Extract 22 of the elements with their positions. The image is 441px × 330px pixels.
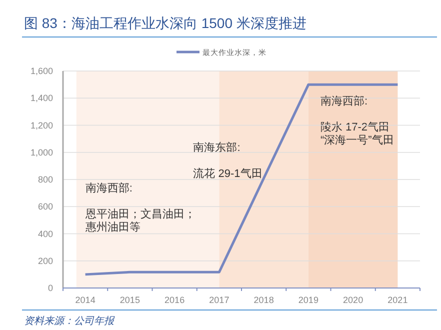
x-tick-label: 2018 bbox=[254, 295, 274, 305]
y-tick-label: 400 bbox=[38, 228, 53, 239]
text: 南海西部: 恩平油田；文昌油田；惠州油田等 bbox=[85, 182, 196, 234]
y-tick-label: 1,200 bbox=[30, 120, 53, 130]
line-series bbox=[84, 83, 399, 276]
x-tick-label: 2014 bbox=[75, 295, 96, 305]
y-tick-label: 600 bbox=[38, 202, 53, 212]
x-tick-label: 2019 bbox=[298, 295, 318, 305]
chart-title: 图 83：海油工程作业水深向 1500 米深度推进 bbox=[24, 15, 306, 31]
x-tick-label: 2015 bbox=[120, 295, 140, 305]
x-tick-label: 2021 bbox=[388, 295, 408, 305]
y-tick-label: 1,400 bbox=[30, 93, 53, 104]
text: 南海东部: 流花 29-1气田 bbox=[193, 142, 262, 180]
y-tick-label: 1,600 bbox=[30, 66, 53, 76]
y-tick-label: 1,000 bbox=[30, 147, 53, 158]
y-tick-label: 800 bbox=[38, 174, 53, 184]
text: 资料来源：公司年报 bbox=[24, 315, 115, 327]
y-tick-label: 200 bbox=[38, 256, 53, 266]
y-tick-label: 0 bbox=[48, 283, 53, 293]
x-tick-label: 2020 bbox=[343, 295, 364, 305]
x-tick-label: 2016 bbox=[164, 295, 185, 305]
x-tick-label: 2017 bbox=[209, 295, 230, 305]
